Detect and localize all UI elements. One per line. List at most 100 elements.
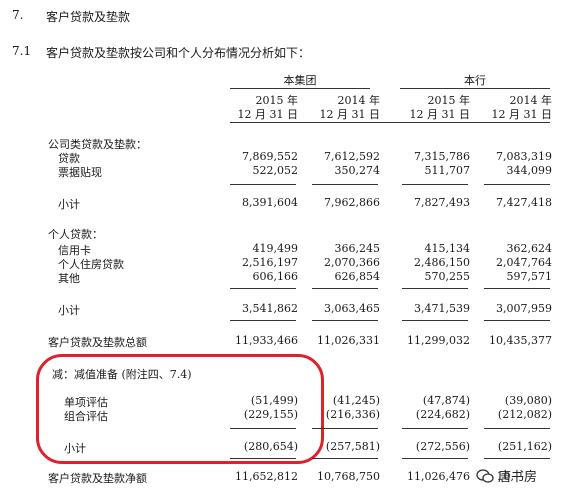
row-label: 票据贴现 [58, 166, 102, 179]
cell: (280,654) [243, 440, 298, 453]
subsection-number: 7.1 [12, 44, 32, 58]
subtotal-rule [402, 184, 468, 185]
col-year-4: 2014 年 [509, 94, 553, 107]
row-label: 减：减值准备 (附注四、7.4) [52, 368, 192, 381]
subtotal-rule [484, 458, 550, 459]
row-label: 信用卡 [58, 244, 91, 257]
row-label: 其他 [58, 272, 80, 285]
col-year-2: 2014 年 [337, 94, 381, 107]
subsection-title: 客户贷款及垫款按公司和个人分布情况分析如下： [46, 46, 311, 60]
subtotal-rule [402, 320, 468, 321]
wechat-icon [476, 469, 494, 483]
cell: 7,869,552 [242, 150, 298, 163]
cell: 2,070,366 [324, 256, 380, 269]
cell: 3,007,959 [496, 302, 552, 315]
section-title: 客户贷款及垫款 [46, 10, 131, 24]
col-date-2: 12 月 31 日 [319, 108, 380, 121]
cell: 7,083,319 [496, 150, 552, 163]
group-rule-consolidated [230, 88, 370, 89]
cell: 2,047,764 [496, 256, 552, 269]
cell: (212,082) [497, 408, 552, 421]
row-label: 个人住房贷款 [58, 258, 124, 271]
cell: 3,541,862 [242, 302, 298, 315]
subtotal-rule [312, 458, 378, 459]
subtotal-rule [312, 428, 378, 429]
group-header-bank: 本行 [464, 74, 486, 87]
subtotal-rule [230, 320, 296, 321]
cell: 7,315,786 [414, 150, 470, 163]
col-date-4: 12 月 31 日 [491, 108, 552, 121]
cell: 10,768,750 [317, 470, 380, 483]
cell: 415,134 [424, 242, 471, 255]
row-label: 小计 [58, 304, 80, 317]
cell: 362,624 [506, 242, 553, 255]
cell: 11,299,032 [407, 334, 470, 347]
cell: 597,571 [506, 270, 553, 283]
cell: 606,166 [252, 270, 299, 283]
highlight-oval [36, 354, 324, 464]
subtotal-rule [484, 428, 550, 429]
cell: 2,516,197 [242, 256, 298, 269]
row-label: 小计 [58, 198, 80, 211]
col-date-3: 12 月 31 日 [409, 108, 470, 121]
cell: 522,052 [252, 164, 299, 177]
cell: 570,255 [424, 270, 471, 283]
subtotal-rule [312, 288, 378, 289]
cell: 7,612,592 [324, 150, 380, 163]
cell: 8,391,604 [242, 196, 298, 209]
row-label: 贷款 [58, 152, 80, 165]
cell: 11,026,476 [407, 470, 470, 483]
header-rule [230, 122, 550, 123]
cell: 419,499 [252, 242, 299, 255]
row-label: 客户贷款及垫款净额 [48, 472, 147, 485]
cell: 626,854 [334, 270, 381, 283]
cell: (257,581) [325, 440, 380, 453]
cell: 3,063,465 [324, 302, 380, 315]
cell: (224,682) [415, 408, 470, 421]
subtotal-rule [402, 288, 468, 289]
cell: 2,486,150 [414, 256, 470, 269]
cell: (39,080) [504, 394, 552, 407]
cell: (51,499) [250, 394, 298, 407]
cell: 7,827,493 [414, 196, 470, 209]
cell: 366,245 [334, 242, 381, 255]
section-number: 7. [12, 8, 24, 22]
cell: 11,026,331 [317, 334, 380, 347]
cell: 344,099 [506, 164, 553, 177]
col-year-1: 2015 年 [255, 94, 299, 107]
cell: 11,933,466 [235, 334, 298, 347]
subtotal-rule [402, 428, 468, 429]
col-year-3: 2015 年 [427, 94, 471, 107]
cell: (272,556) [415, 440, 470, 453]
cell: (229,155) [243, 408, 298, 421]
subtotal-rule [402, 458, 468, 459]
subtotal-rule [312, 320, 378, 321]
cell: 350,274 [334, 164, 381, 177]
cell: 10,435,377 [489, 334, 552, 347]
cell: (216,336) [325, 408, 380, 421]
cell: (251,162) [497, 440, 552, 453]
subtotal-rule [230, 458, 296, 459]
subtotal-rule [230, 288, 296, 289]
subtotal-rule [312, 184, 378, 185]
subtotal-rule [484, 288, 550, 289]
cell: 11,652,812 [235, 470, 298, 483]
watermark: 唐书房 [476, 466, 537, 485]
cell: 3,471,539 [414, 302, 470, 315]
col-date-1: 12 月 31 日 [237, 108, 298, 121]
cell: 7,962,866 [324, 196, 380, 209]
subtotal-rule [230, 428, 296, 429]
row-label: 客户贷款及垫款总额 [48, 336, 147, 349]
row-label: 组合评估 [64, 410, 108, 423]
subtotal-rule [484, 184, 550, 185]
row-label: 个人贷款： [48, 228, 103, 241]
row-label: 公司类贷款及垫款： [48, 138, 147, 151]
cell: 10, [496, 470, 515, 483]
row-label: 单项评估 [64, 396, 108, 409]
subtotal-rule [484, 320, 550, 321]
group-rule-bank [400, 88, 550, 89]
group-header-consolidated: 本集团 [283, 74, 317, 87]
cell: (41,245) [332, 394, 380, 407]
watermark-text: 唐书房 [498, 470, 538, 485]
row-label: 小计 [64, 442, 86, 455]
